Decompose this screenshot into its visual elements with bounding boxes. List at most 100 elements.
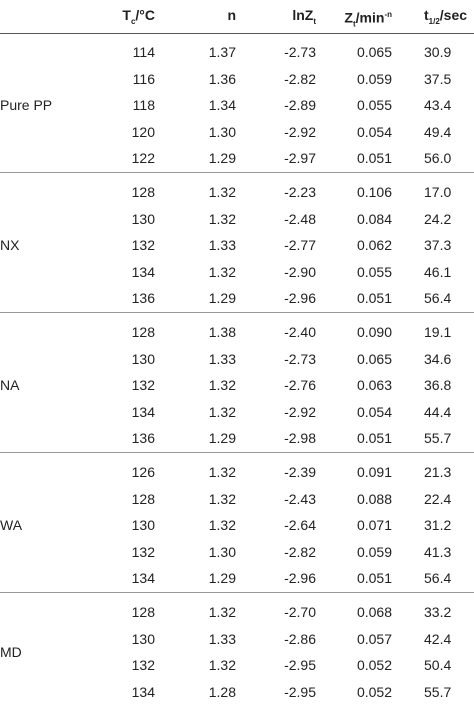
- table-cell: 136: [131, 290, 155, 306]
- table-cell: 0.055: [356, 97, 392, 113]
- table-cell: 43.4: [424, 97, 452, 113]
- header-cell: t1/2/sec: [424, 6, 467, 31]
- table-cell: 31.2: [424, 517, 452, 533]
- table-cell: -2.70: [284, 604, 316, 620]
- table-cell: -2.64: [284, 517, 316, 533]
- header-rule: [0, 33, 474, 34]
- table-cell: 34.6: [424, 350, 452, 367]
- table-cell: 0.088: [356, 490, 392, 507]
- table-cell: 1.32: [208, 490, 236, 507]
- table-cell: -2.97: [284, 150, 316, 166]
- table-cell: 0.091: [356, 464, 392, 480]
- header-text: c: [130, 16, 136, 26]
- table-cell: 56.4: [424, 570, 452, 586]
- table-cell: 0.071: [356, 517, 392, 533]
- table-cell: 128: [131, 324, 155, 340]
- table-cell: 130: [131, 210, 155, 227]
- table-cell: -2.96: [284, 570, 316, 586]
- header-text: t: [313, 16, 316, 26]
- table-cell: 126: [131, 464, 155, 480]
- header-text: 1/2: [428, 16, 440, 26]
- table-cell: 1.34: [208, 97, 236, 113]
- table-cell: 30.9: [424, 44, 452, 60]
- table-cell: 42.4: [424, 630, 452, 647]
- group-label: NX: [0, 237, 20, 253]
- header-text: n: [227, 7, 236, 23]
- table-cell: 1.30: [208, 543, 236, 560]
- table-cell: 19.1: [424, 324, 452, 340]
- table-cell: 1.32: [208, 263, 236, 280]
- table-cell: 41.3: [424, 543, 452, 560]
- group-rule: [0, 452, 474, 453]
- table-cell: -2.89: [284, 97, 316, 113]
- table-cell: 1.33: [208, 630, 236, 647]
- table-cell: 17.0: [424, 184, 452, 200]
- table-cell: -2.92: [284, 403, 316, 420]
- table-cell: 1.28: [208, 683, 236, 700]
- table-cell: 22.4: [424, 490, 452, 507]
- table-cell: 21.3: [424, 464, 452, 480]
- table-cell: 1.32: [208, 184, 236, 200]
- table-cell: 0.063: [356, 377, 392, 393]
- table-cell: -2.96: [284, 290, 316, 306]
- group-rule: [0, 592, 474, 593]
- table-cell: 24.2: [424, 210, 452, 227]
- header-text: t: [352, 19, 356, 29]
- table-cell: 1.32: [208, 210, 236, 227]
- table-cell: 130: [131, 350, 155, 367]
- group-rule: [0, 172, 474, 173]
- table-cell: 1.32: [208, 604, 236, 620]
- table-cell: 0.090: [356, 324, 392, 340]
- table-cell: 36.8: [424, 377, 452, 393]
- header-text: T: [122, 7, 131, 23]
- table-cell: 0.051: [356, 430, 392, 446]
- table-cell: 1.30: [208, 123, 236, 140]
- table-cell: -2.82: [284, 70, 316, 87]
- table-cell: 130: [131, 630, 155, 647]
- table-cell: -2.95: [284, 683, 316, 700]
- table-cell: 56.0: [424, 150, 452, 166]
- group-label: Pure PP: [0, 97, 53, 113]
- header-cell: n: [227, 6, 236, 24]
- header-cell: lnZt: [292, 6, 316, 31]
- group-label: NA: [0, 377, 20, 393]
- header-cell: Tc/°C: [122, 6, 155, 31]
- table-cell: 0.051: [356, 150, 392, 166]
- table-cell: -2.73: [284, 350, 316, 367]
- table-cell: 0.054: [356, 123, 392, 140]
- header-text: /°C: [135, 7, 155, 23]
- table-cell: 132: [131, 237, 155, 253]
- header-text: /min: [355, 9, 385, 26]
- header-text: /sec: [439, 7, 468, 23]
- table-cell: 0.059: [356, 70, 392, 87]
- table-cell: 0.065: [356, 350, 392, 367]
- table-cell: 122: [131, 150, 155, 166]
- table-cell: 50.4: [424, 657, 452, 673]
- table-cell: 120: [131, 123, 155, 140]
- table-cell: 0.052: [356, 683, 392, 700]
- table-cell: 134: [131, 683, 155, 700]
- table-cell: 1.32: [208, 464, 236, 480]
- table-cell: 128: [131, 184, 155, 200]
- table-cell: 55.7: [424, 430, 452, 446]
- table-cell: -2.23: [284, 184, 316, 200]
- table-cell: 0.055: [356, 263, 392, 280]
- table-cell: 134: [131, 263, 155, 280]
- table-cell: 44.4: [424, 403, 452, 420]
- table-cell: 1.33: [208, 350, 236, 367]
- table-cell: 0.051: [356, 290, 392, 306]
- table-cell: 0.059: [356, 543, 392, 560]
- table-cell: 55.7: [424, 683, 452, 700]
- table-cell: 0.084: [356, 210, 392, 227]
- table-cell: -2.90: [284, 263, 316, 280]
- table-cell: 0.062: [356, 237, 392, 253]
- table-cell: 0.068: [356, 604, 392, 620]
- table-cell: 37.5: [424, 70, 452, 87]
- table-cell: 118: [132, 97, 155, 113]
- table-cell: -2.92: [284, 123, 316, 140]
- table-cell: 128: [131, 604, 155, 620]
- table-cell: -2.48: [284, 210, 316, 227]
- table-cell: 134: [131, 570, 155, 586]
- table-cell: 0.065: [356, 44, 392, 60]
